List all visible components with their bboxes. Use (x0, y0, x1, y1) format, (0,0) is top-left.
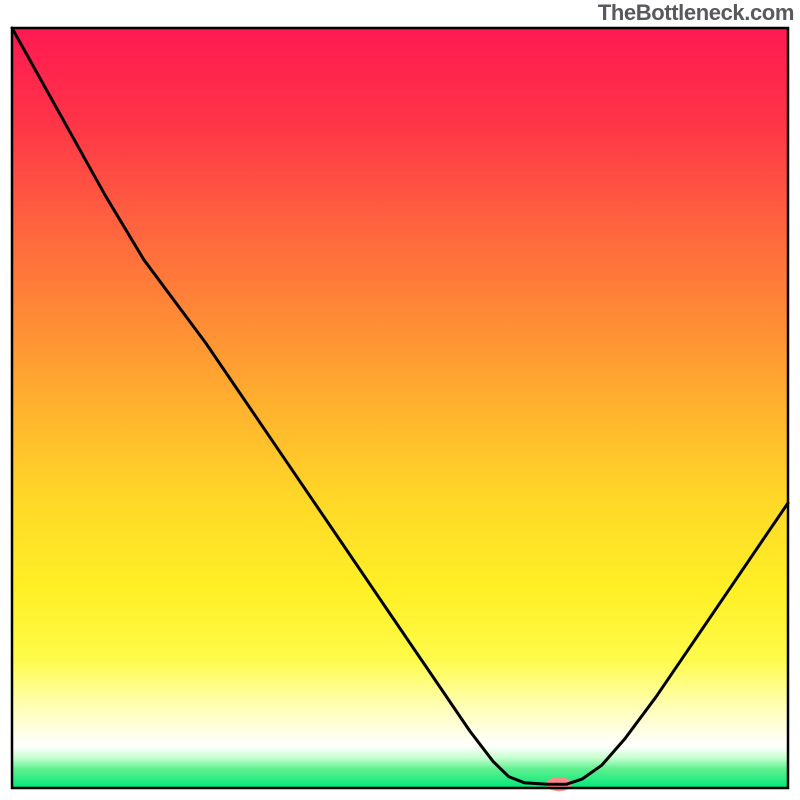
chart-canvas (0, 0, 800, 800)
bottleneck-chart: TheBottleneck.com (0, 0, 800, 800)
watermark-text: TheBottleneck.com (598, 0, 794, 26)
